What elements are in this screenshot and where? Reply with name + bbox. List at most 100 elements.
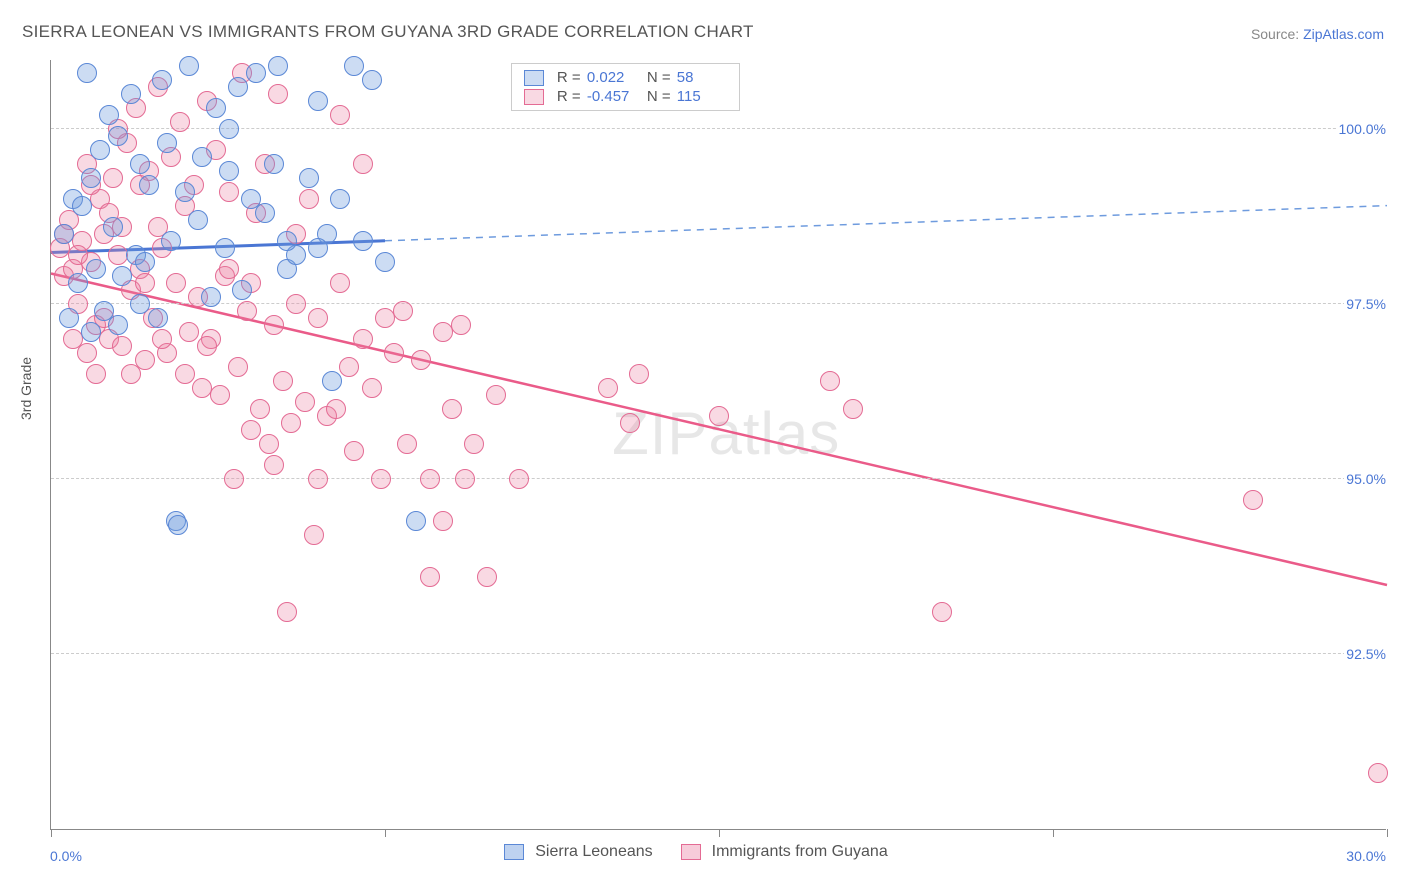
scatter-point-b (264, 455, 284, 475)
legend-stats: R = 0.022 N = 58 R = -0.457 N = 115 (511, 63, 740, 111)
scatter-point-b (308, 308, 328, 328)
x-tick (719, 829, 720, 837)
scatter-point-a (344, 56, 364, 76)
plot-area: ZIPatlas 92.5%95.0%97.5%100.0% (50, 60, 1386, 830)
scatter-point-a (308, 238, 328, 258)
scatter-point-b (486, 385, 506, 405)
scatter-point-a (168, 515, 188, 535)
r-label: R = (557, 88, 581, 105)
n-value-b: 115 (677, 88, 727, 105)
scatter-point-a (353, 231, 373, 251)
scatter-point-b (170, 112, 190, 132)
scatter-point-b (330, 273, 350, 293)
gridline (51, 653, 1386, 654)
source-link[interactable]: ZipAtlas.com (1303, 26, 1384, 42)
scatter-point-b (433, 511, 453, 531)
scatter-point-b (295, 392, 315, 412)
legend-label: Sierra Leoneans (535, 843, 652, 861)
scatter-point-b (241, 420, 261, 440)
scatter-point-b (455, 469, 475, 489)
scatter-point-a (86, 259, 106, 279)
scatter-point-b (420, 469, 440, 489)
scatter-point-b (411, 350, 431, 370)
legend-stats-row-b: R = -0.457 N = 115 (524, 87, 727, 106)
trend-lines (51, 60, 1387, 830)
scatter-point-b (362, 378, 382, 398)
scatter-point-b (442, 399, 462, 419)
scatter-point-b (166, 273, 186, 293)
scatter-point-a (108, 315, 128, 335)
scatter-point-a (161, 231, 181, 251)
r-value-a: 0.022 (587, 69, 637, 86)
scatter-point-b (371, 469, 391, 489)
scatter-point-b (237, 301, 257, 321)
scatter-point-b (464, 434, 484, 454)
x-tick (385, 829, 386, 837)
scatter-point-a (90, 140, 110, 160)
scatter-point-b (1368, 763, 1388, 783)
scatter-point-b (932, 602, 952, 622)
scatter-point-a (268, 56, 288, 76)
scatter-point-a (215, 238, 235, 258)
r-label: R = (557, 69, 581, 86)
scatter-point-a (68, 273, 88, 293)
y-axis-label: 3rd Grade (18, 357, 34, 420)
scatter-point-b (281, 413, 301, 433)
x-tick-label: 0.0% (50, 848, 82, 864)
swatch-series-a (524, 70, 544, 86)
n-label: N = (647, 88, 671, 105)
scatter-point-a (103, 217, 123, 237)
scatter-point-b (384, 343, 404, 363)
scatter-point-b (103, 168, 123, 188)
n-label: N = (647, 69, 671, 86)
scatter-point-a (375, 252, 395, 272)
scatter-point-b (219, 182, 239, 202)
scatter-point-a (179, 56, 199, 76)
gridline (51, 478, 1386, 479)
legend-swatch (504, 844, 524, 860)
scatter-point-a (188, 210, 208, 230)
source-label: Source: (1251, 26, 1303, 42)
scatter-point-a (81, 322, 101, 342)
swatch-series-b (524, 89, 544, 105)
scatter-point-a (299, 168, 319, 188)
scatter-point-b (330, 105, 350, 125)
x-tick-label: 30.0% (1346, 848, 1386, 864)
scatter-point-b (264, 315, 284, 335)
scatter-point-b (299, 189, 319, 209)
scatter-point-b (843, 399, 863, 419)
scatter-point-b (277, 602, 297, 622)
legend-series: Sierra Leoneans Immigrants from Guyana (504, 843, 887, 861)
gridline (51, 128, 1386, 129)
legend-item: Sierra Leoneans (504, 843, 652, 861)
scatter-point-a (148, 308, 168, 328)
scatter-point-b (308, 469, 328, 489)
scatter-point-b (86, 364, 106, 384)
scatter-point-b (224, 469, 244, 489)
scatter-point-a (219, 161, 239, 181)
chart-title: SIERRA LEONEAN VS IMMIGRANTS FROM GUYANA… (22, 22, 754, 42)
y-tick-label: 95.0% (1344, 471, 1388, 487)
scatter-point-b (709, 406, 729, 426)
scatter-point-b (304, 525, 324, 545)
scatter-point-b (121, 364, 141, 384)
r-value-b: -0.457 (587, 88, 637, 105)
legend-item: Immigrants from Guyana (681, 843, 888, 861)
x-tick (1053, 829, 1054, 837)
scatter-point-a (192, 147, 212, 167)
scatter-point-a (54, 224, 74, 244)
scatter-point-b (326, 399, 346, 419)
n-value-a: 58 (677, 69, 727, 86)
scatter-point-a (246, 63, 266, 83)
scatter-point-a (59, 308, 79, 328)
y-tick-label: 97.5% (1344, 296, 1388, 312)
scatter-point-b (353, 154, 373, 174)
scatter-point-a (152, 70, 172, 90)
scatter-point-b (152, 329, 172, 349)
scatter-point-a (108, 126, 128, 146)
scatter-point-a (255, 203, 275, 223)
scatter-point-a (228, 77, 248, 97)
scatter-point-a (206, 98, 226, 118)
scatter-point-a (130, 154, 150, 174)
scatter-point-b (598, 378, 618, 398)
